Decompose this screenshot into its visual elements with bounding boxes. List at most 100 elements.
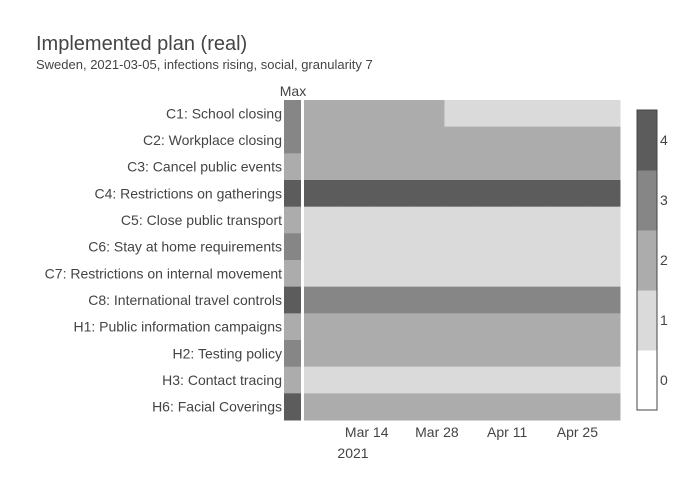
heatmap-cell [549,340,586,368]
heatmap-cell [339,366,375,394]
heatmap-cell [339,233,375,261]
heatmap-cell [444,153,481,181]
row-label: C5: Close public transport [121,212,282,228]
heatmap-cell [479,126,516,154]
heatmap-cell [304,313,340,341]
heatmap-cell [339,100,375,128]
max-cell [284,366,301,394]
heatmap-cell [409,393,445,421]
heatmap-cell [584,286,621,314]
x-tick-label: Apr 11 [487,424,527,440]
row-label: C3: Cancel public events [127,159,282,175]
heatmap-cell [444,366,481,394]
heatmap-cell [304,366,340,394]
heatmap-cell [339,260,375,288]
heatmap-cell [339,286,375,314]
heatmap-cell [339,393,375,421]
max-column-label: Max [280,83,306,99]
heatmap-cell [584,260,621,288]
heatmap-cell [304,393,340,421]
heatmap-cell [409,340,445,368]
max-cell [284,393,301,421]
heatmap-cell [339,313,375,341]
max-cell [284,233,301,261]
heatmap-cell [409,206,445,234]
heatmap-cell [514,366,551,394]
heatmap-cell [479,340,516,368]
heatmap-cell [409,126,445,154]
heatmap-cell [304,233,340,261]
heatmap-cell [339,206,375,234]
chart-title: Implemented plan (real) [36,33,247,55]
heatmap-cell [584,340,621,368]
heatmap-cell [304,260,340,288]
heatmap-cell [479,153,516,181]
heatmap-cell [549,260,586,288]
row-label: C2: Workplace closing [143,132,282,148]
heatmap-cell [444,393,481,421]
row-label: H2: Testing policy [173,345,282,361]
max-cell [284,286,301,314]
heatmap-cell [479,313,516,341]
heatmap-cell [304,340,340,368]
heatmap-cell [444,313,481,341]
heatmap-cell [304,180,340,208]
heatmap-cell [304,153,340,181]
heatmap-cell [409,233,445,261]
colorbar-tick-label: 2 [660,252,668,268]
x-tick-label: Mar 28 [415,424,459,440]
heatmap-cell [479,100,516,128]
heatmap-cell [514,180,551,208]
heatmap-cell [549,286,586,314]
colorbar-segment [637,170,657,231]
heatmap-cell [444,126,481,154]
row-label: C7: Restrictions on internal movement [45,265,282,281]
row-label: H1: Public information campaigns [73,319,282,335]
colorbar-segment [637,290,657,351]
colorbar-segment [637,230,657,291]
heatmap-cell [479,366,516,394]
row-label: C8: International travel controls [88,292,282,308]
heatmap-cell [514,393,551,421]
heatmap-cell [374,233,410,261]
heatmap-cell [584,313,621,341]
max-cell [284,260,301,288]
heatmap-cell [409,180,445,208]
heatmap-cell [374,153,410,181]
heatmap-cell [584,206,621,234]
heatmap-cell [444,286,481,314]
heatmap-cell [514,126,551,154]
heatmap-cell [409,286,445,314]
heatmap-cell [549,100,586,128]
heatmap-cell [304,100,340,128]
heatmap-cell [549,180,586,208]
x-tick-label: Mar 14 [345,424,389,440]
heatmap-cell [479,233,516,261]
heatmap-cell [374,393,410,421]
max-cell [284,206,301,234]
heatmap-cell [374,286,410,314]
heatmap-cell [584,233,621,261]
heatmap-cell [409,100,445,128]
heatmap-cell [514,206,551,234]
heatmap-cell [374,366,410,394]
colorbar-frame [636,109,658,411]
colorbar-segment [637,350,657,411]
chart-subtitle: Sweden, 2021-03-05, infections rising, s… [36,57,373,72]
heatmap-cell [549,126,586,154]
heatmap-cell [339,180,375,208]
max-cell [284,180,301,208]
row-label: C6: Stay at home requirements [88,239,282,255]
max-cell [284,340,301,368]
heatmap-cell [549,233,586,261]
row-label: H6: Facial Coverings [152,399,282,415]
heatmap-cell [584,180,621,208]
colorbar-tick-label: 4 [660,132,668,148]
heatmap-cell [409,366,445,394]
heatmap-cell [409,260,445,288]
heatmap-cell [304,206,340,234]
heatmap-cell [584,366,621,394]
row-label: C1: School closing [166,105,282,121]
row-label: H3: Contact tracing [162,372,282,388]
heatmap-cell [409,153,445,181]
